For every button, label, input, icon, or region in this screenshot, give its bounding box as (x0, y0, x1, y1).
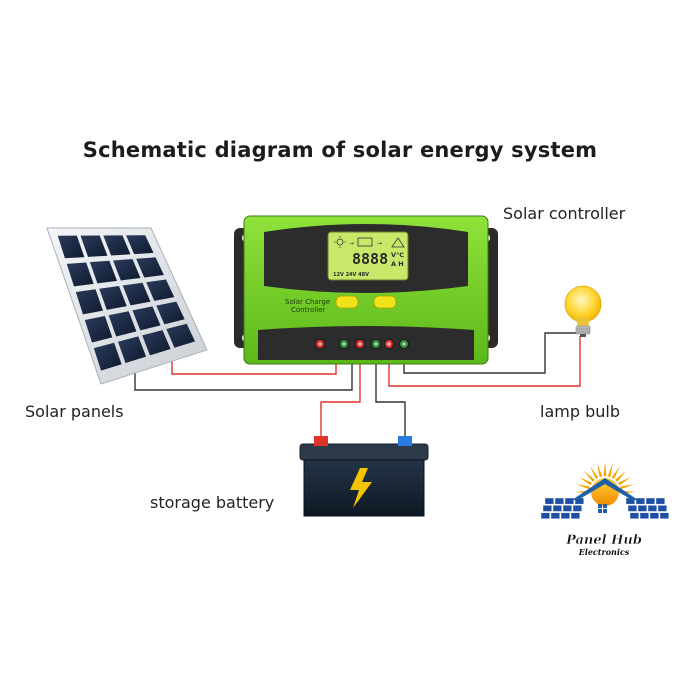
controller-terminal (315, 339, 325, 349)
sun-ray (576, 484, 590, 490)
battery-negative-wire (375, 348, 406, 436)
lcd-digits: 8888 (352, 250, 388, 268)
solar-cell (113, 259, 141, 281)
solar-cell (108, 311, 137, 337)
solar-cell (146, 279, 175, 301)
solar-cell (142, 330, 171, 356)
solar-cell (66, 262, 94, 287)
lcd-sun-icon (334, 236, 346, 248)
solar-panel (46, 227, 208, 385)
controller-brand-line1: Solar Charge (285, 298, 330, 306)
solar-cell (166, 323, 196, 348)
sun-ray (620, 484, 634, 490)
sun-ray (579, 477, 592, 486)
storage-battery (299, 436, 429, 517)
battery-positive-wire (320, 348, 361, 436)
solar-cell (118, 336, 147, 363)
sun-ray (603, 462, 607, 477)
battery-positive-terminal (314, 436, 328, 446)
load-positive-wire (388, 336, 581, 387)
lcd-unit-bottom: A H (391, 260, 404, 268)
load-negative-wire (403, 332, 577, 374)
label-lamp-bulb: lamp bulb (540, 402, 620, 421)
controller-terminal-strip (258, 326, 474, 360)
panel-hub-logo: Panel Hub Electronics (540, 462, 670, 557)
solar-cell (136, 257, 164, 278)
controller-button-left[interactable] (335, 295, 359, 309)
solar-cell (75, 289, 103, 315)
label-solar-panels: Solar panels (25, 402, 124, 421)
solar-cell (156, 301, 185, 325)
svg-text:→: → (377, 240, 382, 247)
solar-cell (122, 282, 151, 306)
panel-negative-wire (134, 348, 353, 391)
sun-ray (618, 477, 631, 486)
lcd-battery-icon (357, 237, 373, 247)
sun-ray (615, 470, 627, 482)
label-solar-controller: Solar controller (503, 204, 626, 223)
controller-terminal (339, 339, 349, 349)
logo-line2: Electronics (578, 547, 630, 557)
controller-terminal (371, 339, 381, 349)
controller-terminal (355, 339, 365, 349)
lcd-unit-top: V°C (391, 251, 404, 259)
controller-button-right[interactable] (373, 295, 397, 309)
svg-text:→: → (349, 240, 354, 247)
battery-negative-terminal (398, 436, 412, 446)
logo-panel (540, 497, 585, 520)
sun-ray (583, 470, 595, 482)
controller-terminal (399, 339, 409, 349)
battery-top (299, 443, 429, 461)
sun-ray (597, 463, 603, 477)
page-title: Schematic diagram of solar energy system (82, 138, 598, 162)
solar-cell (126, 235, 154, 255)
solar-cell (57, 235, 85, 259)
solar-cell (103, 235, 131, 256)
sun-ray (590, 466, 599, 479)
lightning-icon (350, 468, 372, 508)
sun-ray (607, 463, 613, 477)
controller-terminal (384, 339, 394, 349)
solar-cell (99, 285, 127, 310)
lcd-warning-icon (391, 237, 405, 248)
solar-cell (93, 342, 122, 371)
label-storage-battery: storage battery (150, 493, 275, 512)
house-roof-icon (572, 478, 638, 500)
logo-line1: Panel Hub (565, 533, 642, 548)
solar-cell (132, 306, 161, 331)
controller-lcd (327, 231, 409, 281)
solar-cell (84, 315, 113, 343)
logo-panel (625, 497, 670, 520)
solar-charge-controller: → → 8888 V°C A H 12V 24V 48V Solar Charg… (234, 215, 498, 365)
lamp-bulb (564, 285, 602, 337)
solar-cell (80, 235, 108, 257)
controller-brand-line2: Controller (291, 306, 326, 314)
solar-cell (89, 260, 118, 284)
lcd-voltages: 12V 24V 48V (333, 272, 369, 278)
sun-ray (611, 466, 620, 479)
